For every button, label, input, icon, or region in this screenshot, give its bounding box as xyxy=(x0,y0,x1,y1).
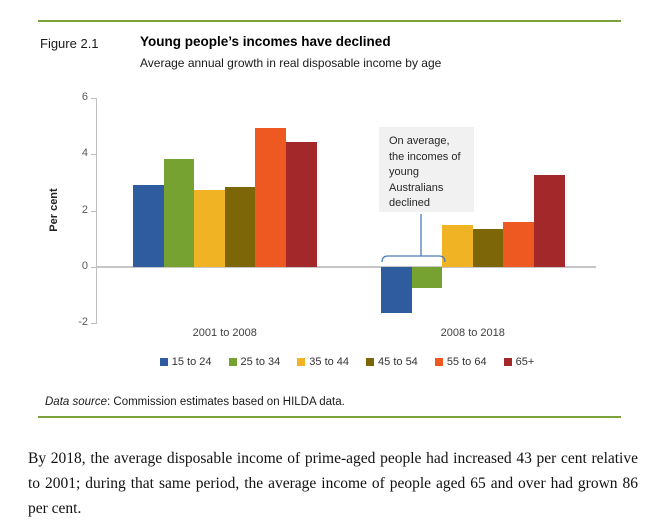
y-tick-mark xyxy=(91,323,96,325)
bar-chart: Per cent 6 4 2 0 -2 2001 to 2008 2008 to 2018… xyxy=(0,85,666,368)
zero-gridline xyxy=(97,266,596,268)
legend-swatch-icon xyxy=(503,358,512,366)
legend-item: 45 to 54 xyxy=(366,356,418,368)
bar-65plus-2001-to-2008 xyxy=(286,141,317,267)
y-tick-label: 4 xyxy=(81,147,88,160)
bar-45-to-54-2001-to-2008 xyxy=(224,186,256,267)
annotation-bracket-icon xyxy=(381,214,446,263)
legend-item: 25 to 34 xyxy=(228,356,281,368)
legend-label: 65+ xyxy=(515,356,535,368)
legend-label: 55 to 64 xyxy=(446,356,487,368)
figure-top-rule xyxy=(38,20,621,22)
legend-swatch-icon xyxy=(366,358,375,366)
bar-15-to-24-2008-to-2018 xyxy=(381,267,412,314)
legend: 15 to 24 25 to 34 35 to 44 45 to 54 55 to 64… xyxy=(97,356,597,368)
legend-label: 15 to 24 xyxy=(171,356,212,368)
bar-65plus-2008-to-2018 xyxy=(534,175,565,267)
y-tick-label: 2 xyxy=(81,203,88,216)
legend-item: 65+ xyxy=(503,356,535,368)
y-tick-label: 6 xyxy=(81,90,88,103)
bar-55-to-64-2001-to-2008 xyxy=(255,127,286,267)
y-axis-line xyxy=(96,98,97,324)
figure-bottom-rule xyxy=(38,416,621,418)
legend-item: 35 to 44 xyxy=(297,356,349,368)
x-category-label: 2001 to 2008 xyxy=(192,327,257,339)
legend-swatch-icon xyxy=(228,358,237,366)
y-tick-mark xyxy=(91,97,96,99)
figure-subtitle: Average annual growth in real disposable… xyxy=(140,56,442,70)
bar-15-to-24-2001-to-2008 xyxy=(133,185,164,267)
bar-35-to-44-2001-to-2008 xyxy=(194,189,225,267)
y-tick-mark xyxy=(91,154,96,156)
y-tick-mark xyxy=(91,267,96,268)
data-source-note: Data source: Commission estimates based … xyxy=(45,396,345,408)
body-paragraph: By 2018, the average disposable income o… xyxy=(28,450,638,517)
legend-swatch-icon xyxy=(159,358,168,366)
bar-55-to-64-2008-to-2018 xyxy=(503,221,534,267)
bar-25-to-34-2008-to-2018 xyxy=(411,267,443,289)
figure-label: Figure 2.1 xyxy=(40,36,99,51)
legend-swatch-icon xyxy=(434,358,443,366)
data-source-text: : Commission estimates based on HILDA da… xyxy=(107,396,345,408)
legend-label: 35 to 44 xyxy=(309,356,350,368)
bar-35-to-44-2008-to-2018 xyxy=(442,224,473,267)
legend-label: 45 to 54 xyxy=(378,356,418,368)
figure-title: Young people’s incomes have declined xyxy=(140,34,391,49)
legend-label: 25 to 34 xyxy=(240,356,281,368)
annotation-box: On average, the incomes of young Austral… xyxy=(379,127,474,212)
x-category-label: 2008 to 2018 xyxy=(440,327,505,339)
bar-25-to-34-2001-to-2008 xyxy=(163,158,195,267)
y-tick-mark xyxy=(91,210,96,212)
bar-45-to-54-2008-to-2018 xyxy=(472,228,504,267)
legend-swatch-icon xyxy=(297,358,306,366)
y-tick-label: -2 xyxy=(78,316,88,329)
y-tick-label: 0 xyxy=(81,260,88,272)
data-source-label: Data source xyxy=(45,396,108,408)
legend-item: 55 to 64 xyxy=(434,356,487,368)
legend-item: 15 to 24 xyxy=(159,356,212,368)
